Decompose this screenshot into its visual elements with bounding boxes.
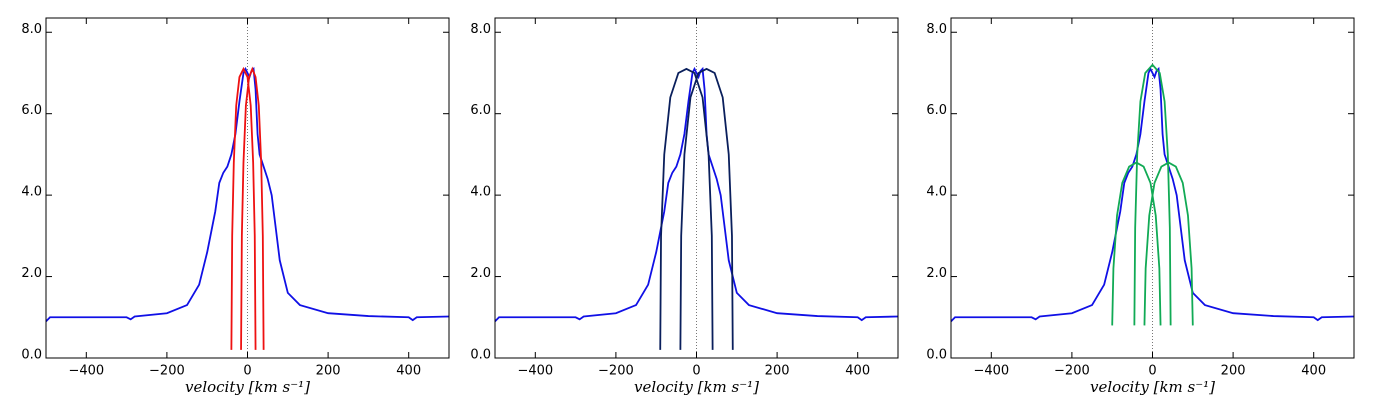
series-line	[45, 66, 450, 322]
x-axis-label: velocity [km s⁻¹]	[1090, 378, 1215, 396]
y-tick-label: 8.0	[926, 22, 947, 37]
y-tick-label: 2.0	[470, 266, 491, 281]
x-tick-label: 400	[845, 364, 870, 379]
y-tick-label: 4.0	[926, 185, 947, 200]
y-tick-label: 2.0	[21, 266, 42, 281]
series-line	[659, 67, 714, 350]
x-tick-label: 400	[396, 364, 421, 379]
y-tick-label: 6.0	[926, 103, 947, 118]
y-tick-label: 6.0	[470, 103, 491, 118]
x-tick-label: 0	[692, 364, 700, 379]
x-tick-label: 200	[316, 364, 341, 379]
y-tick-label: 0.0	[470, 348, 491, 363]
x-tick-label: 200	[765, 364, 790, 379]
y-tick-label: 0.0	[21, 348, 42, 363]
y-tick-label: 0.0	[926, 348, 947, 363]
series-line	[494, 66, 899, 322]
x-tick-label: 0	[243, 364, 251, 379]
x-tick-label: 400	[1301, 364, 1326, 379]
y-tick-label: 6.0	[21, 103, 42, 118]
y-tick-label: 2.0	[926, 266, 947, 281]
x-tick-label: −400	[68, 364, 104, 379]
series-line	[230, 66, 257, 350]
series-line	[679, 67, 734, 350]
x-tick-label: −400	[517, 364, 553, 379]
x-tick-label: −200	[598, 364, 634, 379]
series-line	[240, 66, 265, 350]
x-tick-label: −200	[1054, 364, 1090, 379]
y-tick-label: 4.0	[470, 185, 491, 200]
series-line	[1143, 161, 1194, 326]
x-tick-label: 0	[1148, 364, 1156, 379]
x-axis-label: velocity [km s⁻¹]	[185, 378, 310, 396]
x-tick-label: −200	[149, 364, 185, 379]
y-tick-label: 4.0	[21, 185, 42, 200]
y-tick-label: 8.0	[21, 22, 42, 37]
y-tick-label: 8.0	[470, 22, 491, 37]
series-line	[1111, 161, 1162, 326]
x-tick-label: −400	[973, 364, 1009, 379]
x-tick-label: 200	[1221, 364, 1246, 379]
x-axis-label: velocity [km s⁻¹]	[634, 378, 759, 396]
series-line	[1133, 63, 1172, 326]
series-line	[950, 66, 1355, 322]
